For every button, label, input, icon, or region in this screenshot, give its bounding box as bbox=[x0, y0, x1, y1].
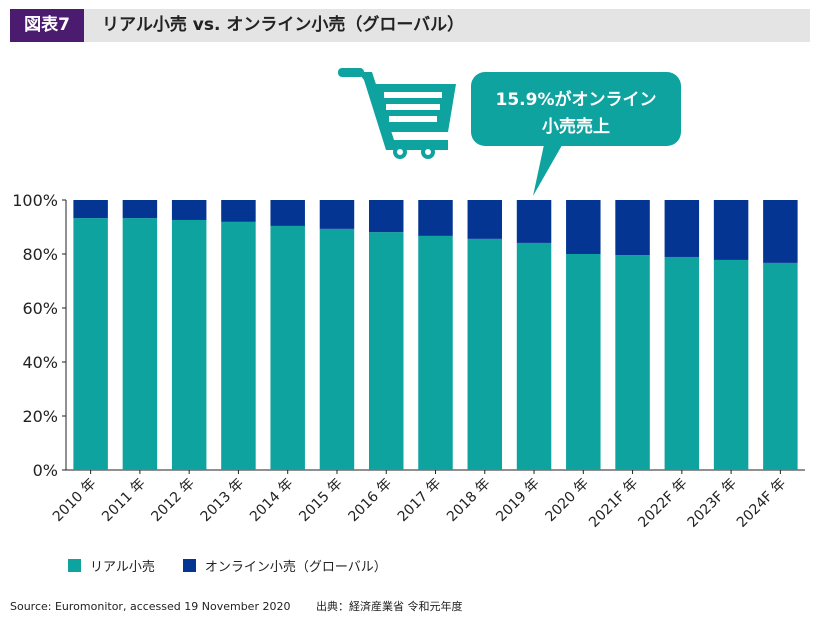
bar-real-retail bbox=[221, 221, 256, 470]
bar-online-retail bbox=[418, 200, 453, 236]
legend-swatch-real bbox=[68, 559, 81, 572]
x-tick-label: 2018 年 bbox=[444, 476, 494, 526]
bar-real-retail bbox=[418, 235, 453, 470]
x-tick-label: 2020 年 bbox=[543, 476, 593, 526]
bar-real-retail bbox=[713, 259, 749, 470]
bar-online-retail bbox=[171, 200, 207, 220]
x-tick-label: 2012 年 bbox=[148, 476, 198, 526]
annotation-callout: 15.9%がオンライン 小売売上 bbox=[471, 72, 681, 146]
legend-label-online: オンライン小売（グローバル） bbox=[204, 560, 387, 575]
x-tick-label: 2017 年 bbox=[395, 476, 445, 526]
figure-label: 図表7 bbox=[10, 9, 84, 42]
source-note: Source: Euromonitor, accessed 19 Novembe… bbox=[10, 598, 484, 614]
callout-tail bbox=[533, 140, 565, 196]
chart-bars bbox=[73, 200, 798, 470]
bar-real-retail bbox=[171, 219, 207, 470]
bar-real-retail bbox=[73, 218, 108, 470]
x-tick-label: 2015 年 bbox=[296, 476, 346, 526]
bar-online-retail bbox=[713, 200, 749, 260]
x-tick-label: 2022F 年 bbox=[635, 476, 690, 531]
bar-real-retail bbox=[763, 262, 798, 470]
legend-item-online: オンライン小売（グローバル） bbox=[182, 556, 387, 575]
bar-online-retail bbox=[73, 200, 108, 219]
x-tick-label: 2011 年 bbox=[99, 476, 149, 526]
x-tick-label: 2019 年 bbox=[493, 476, 543, 526]
bar-real-retail bbox=[615, 255, 650, 470]
bar-online-retail bbox=[319, 200, 355, 229]
bar-real-retail bbox=[122, 218, 158, 470]
x-tick-label: 2013 年 bbox=[198, 476, 248, 526]
y-tick-label: 0% bbox=[33, 461, 58, 480]
bar-real-retail bbox=[566, 254, 601, 470]
x-tick-label: 2016 年 bbox=[345, 476, 395, 526]
bar-real-retail bbox=[516, 242, 552, 470]
chart-title: リアル小売 vs. オンライン小売（グローバル） bbox=[102, 15, 465, 35]
bar-online-retail bbox=[368, 200, 404, 233]
bar-online-retail bbox=[664, 200, 700, 257]
callout-line-2: 小売売上 bbox=[542, 117, 610, 137]
bar-online-retail bbox=[615, 200, 650, 256]
x-tick-label: 2023F 年 bbox=[685, 476, 740, 531]
y-tick-label: 60% bbox=[22, 299, 58, 318]
chart-legend: リアル小売 オンライン小売（グローバル） bbox=[68, 556, 415, 575]
y-tick-labels: 0% 20% 40% 60% 80% 100% bbox=[12, 191, 58, 480]
callout-line-1: 15.9%がオンライン bbox=[495, 90, 657, 110]
bar-real-retail bbox=[270, 225, 305, 470]
citation-text: 出典：経済産業省 令和元年度 bbox=[315, 600, 463, 613]
legend-swatch-online bbox=[182, 559, 196, 572]
y-tick-label: 40% bbox=[22, 353, 58, 372]
bar-online-retail bbox=[270, 200, 305, 226]
bar-online-retail bbox=[566, 200, 601, 254]
bar-online-retail bbox=[467, 200, 503, 239]
chart-header: 図表7 リアル小売 vs. オンライン小売（グローバル） bbox=[10, 9, 810, 42]
y-tick-label: 80% bbox=[22, 245, 58, 264]
x-tick-labels: 2010 年 2011 年 2012 年 2013 年 2014 年 2015 年 2016… bbox=[50, 476, 789, 531]
x-tick-label: 2024F 年 bbox=[734, 476, 789, 531]
x-tick-label: 2010 年 bbox=[50, 476, 100, 526]
legend-item-real: リアル小売 bbox=[68, 556, 155, 575]
bar-online-retail bbox=[221, 200, 256, 222]
bar-real-retail bbox=[319, 228, 355, 470]
y-tick-label: 100% bbox=[12, 191, 58, 210]
bar-real-retail bbox=[467, 238, 503, 470]
source-text: Source: Euromonitor, accessed 19 Novembe… bbox=[10, 600, 291, 613]
bar-online-retail bbox=[516, 200, 552, 243]
x-tick-label: 2021F 年 bbox=[586, 476, 641, 531]
shopping-cart-icon bbox=[338, 68, 456, 159]
bar-real-retail bbox=[368, 232, 404, 470]
legend-label-real: リアル小売 bbox=[90, 560, 155, 575]
bar-real-retail bbox=[664, 256, 700, 470]
bar-online-retail bbox=[763, 200, 798, 263]
bar-online-retail bbox=[122, 200, 158, 219]
x-tick-label: 2014 年 bbox=[247, 476, 297, 526]
y-tick-label: 20% bbox=[22, 407, 58, 426]
